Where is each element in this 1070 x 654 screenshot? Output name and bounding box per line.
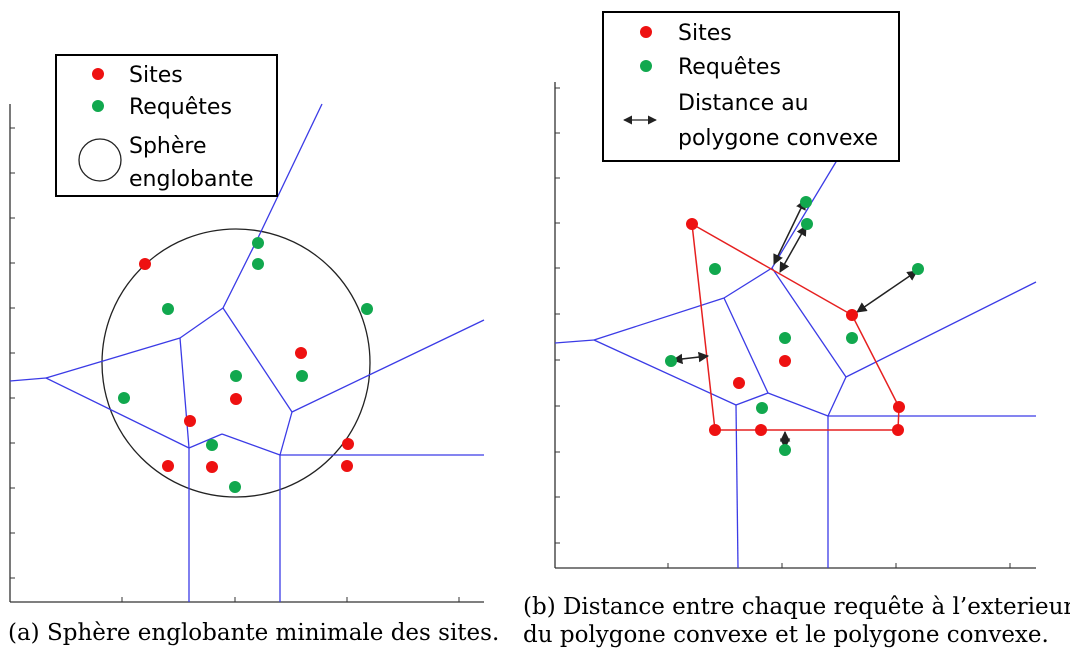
query-point bbox=[709, 263, 721, 275]
site-point bbox=[893, 401, 905, 413]
legend-site-marker bbox=[92, 68, 104, 80]
legend-distance-label-2: polygone convexe bbox=[678, 126, 878, 151]
legend-sites-label: Sites bbox=[678, 21, 732, 46]
query-point bbox=[846, 332, 858, 344]
site-point bbox=[709, 424, 721, 436]
site-point bbox=[686, 218, 698, 230]
left-legend-box bbox=[55, 54, 278, 197]
site-point bbox=[733, 377, 745, 389]
left-caption: (a) Sphère englobante minimale des sites… bbox=[8, 620, 500, 646]
legend-sphere-label-1: Sphère bbox=[129, 134, 207, 159]
legend-query-marker bbox=[640, 60, 652, 72]
query-point bbox=[779, 444, 791, 456]
query-point bbox=[912, 263, 924, 275]
right-legend: Sites Requêtes Distance au polygone conv… bbox=[602, 11, 900, 162]
site-point bbox=[206, 461, 218, 473]
query-point bbox=[162, 303, 174, 315]
left-sites bbox=[139, 258, 354, 473]
query-point bbox=[229, 481, 241, 493]
legend-queries-label: Requêtes bbox=[678, 55, 781, 80]
legend-sphere-marker bbox=[78, 138, 122, 182]
right-caption-line-2: du polygone convexe et le polygone conve… bbox=[523, 622, 1049, 648]
right-axes bbox=[554, 82, 1036, 569]
site-point bbox=[755, 424, 767, 436]
query-point bbox=[779, 332, 791, 344]
left-voronoi-edges bbox=[9, 103, 485, 602]
site-point bbox=[846, 309, 858, 321]
legend-query-marker bbox=[92, 100, 104, 112]
right-sites bbox=[686, 218, 905, 436]
query-point bbox=[361, 303, 373, 315]
right-voronoi-edges bbox=[554, 141, 1037, 569]
legend-distance-label-1: Distance au bbox=[678, 91, 809, 116]
bounding-sphere-circle bbox=[101, 228, 371, 498]
legend-sphere-label-2: englobante bbox=[129, 167, 254, 192]
query-point bbox=[206, 439, 218, 451]
site-point bbox=[139, 258, 151, 270]
legend-site-marker bbox=[640, 26, 652, 38]
distance-arrow bbox=[671, 351, 710, 365]
left-queries bbox=[118, 237, 373, 493]
query-point bbox=[296, 370, 308, 382]
query-point bbox=[800, 196, 812, 208]
query-point bbox=[756, 402, 768, 414]
left-y-ticks bbox=[10, 127, 15, 579]
legend-sites-label: Sites bbox=[129, 63, 183, 88]
site-point bbox=[779, 355, 791, 367]
site-point bbox=[341, 460, 353, 472]
site-point bbox=[892, 424, 904, 436]
distance-arrows bbox=[671, 199, 918, 450]
query-point bbox=[801, 218, 813, 230]
right-plot: Sites Requêtes Distance au polygone conv… bbox=[554, 11, 1037, 569]
site-point bbox=[162, 460, 174, 472]
distance-arrow bbox=[856, 270, 918, 313]
right-legend-box bbox=[602, 11, 900, 162]
right-y-ticks bbox=[555, 87, 560, 544]
left-legend: Sites Requêtes Sphère englobante bbox=[55, 54, 278, 197]
distance-arrow bbox=[779, 225, 807, 273]
site-point bbox=[184, 415, 196, 427]
convex-hull-polygon bbox=[691, 222, 900, 431]
query-point bbox=[118, 392, 130, 404]
query-point bbox=[665, 355, 677, 367]
left-x-ticks bbox=[121, 597, 460, 602]
site-point bbox=[295, 347, 307, 359]
site-point bbox=[342, 438, 354, 450]
query-point bbox=[252, 237, 264, 249]
query-point bbox=[252, 258, 264, 270]
site-point bbox=[230, 393, 242, 405]
right-caption-line-1: (b) Distance entre chaque requête à l’ex… bbox=[523, 594, 1070, 620]
query-point bbox=[230, 370, 242, 382]
right-x-ticks bbox=[667, 563, 1011, 568]
legend-queries-label: Requêtes bbox=[129, 95, 232, 120]
right-queries bbox=[665, 196, 924, 456]
left-plot: Sites Requêtes Sphère englobante bbox=[9, 54, 485, 603]
